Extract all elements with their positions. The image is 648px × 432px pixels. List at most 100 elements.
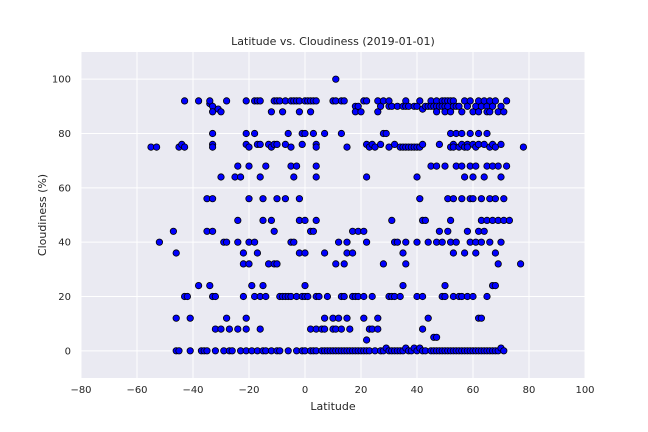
data-point xyxy=(494,162,502,170)
data-point xyxy=(287,143,295,151)
data-point xyxy=(211,292,219,301)
data-point xyxy=(259,281,267,290)
data-point xyxy=(354,102,362,110)
data-point xyxy=(242,129,250,138)
data-point xyxy=(237,173,245,181)
data-point xyxy=(463,227,471,235)
data-point xyxy=(385,143,393,151)
data-point xyxy=(374,314,382,322)
data-point xyxy=(460,173,469,181)
data-point xyxy=(309,227,317,235)
y-tick-label: 20 xyxy=(58,292,71,303)
data-point xyxy=(245,143,253,151)
data-point xyxy=(169,227,177,235)
x-tick-label: 100 xyxy=(575,385,594,396)
data-point xyxy=(186,314,194,322)
data-point xyxy=(418,140,427,148)
data-point xyxy=(223,97,231,105)
data-point xyxy=(290,173,298,181)
data-point xyxy=(301,129,309,138)
data-point xyxy=(217,173,225,181)
data-point xyxy=(472,249,480,257)
data-point xyxy=(209,108,217,116)
data-point xyxy=(483,129,491,138)
data-point xyxy=(432,162,441,170)
data-point xyxy=(245,195,253,203)
data-point xyxy=(301,249,309,257)
data-point xyxy=(262,162,270,170)
x-axis-label: Latitude xyxy=(310,400,356,413)
data-point xyxy=(273,260,281,268)
y-tick-label: 100 xyxy=(52,75,71,86)
data-point xyxy=(256,140,264,148)
data-point xyxy=(494,260,502,268)
data-point xyxy=(343,314,351,322)
data-point xyxy=(469,173,477,181)
data-point xyxy=(217,108,225,116)
data-point xyxy=(497,102,505,110)
data-point xyxy=(502,162,511,170)
data-point xyxy=(418,325,427,333)
data-point xyxy=(262,292,270,301)
data-point xyxy=(337,129,345,138)
data-point xyxy=(432,108,441,116)
data-point xyxy=(500,195,508,203)
data-point xyxy=(390,140,399,148)
data-point xyxy=(486,238,494,246)
data-point xyxy=(181,143,189,151)
data-point xyxy=(357,108,365,116)
data-point xyxy=(276,347,284,355)
data-point xyxy=(441,281,449,290)
data-point xyxy=(418,292,427,301)
data-point xyxy=(312,97,320,105)
data-point xyxy=(360,314,368,322)
data-point xyxy=(376,140,385,148)
x-tick-label: −60 xyxy=(126,385,147,396)
x-tick-label: −80 xyxy=(70,385,91,396)
data-point xyxy=(225,325,233,333)
data-point xyxy=(491,281,499,290)
data-point xyxy=(466,129,474,138)
data-point xyxy=(469,195,477,203)
data-point xyxy=(295,108,303,116)
data-point xyxy=(242,314,250,322)
x-tick-label: −20 xyxy=(238,385,259,396)
data-point xyxy=(360,292,368,301)
data-point xyxy=(256,173,264,181)
data-point xyxy=(340,260,348,268)
data-point xyxy=(360,227,368,235)
data-point xyxy=(441,292,449,301)
data-point xyxy=(346,325,354,333)
data-point xyxy=(502,97,511,105)
data-point xyxy=(371,143,379,151)
x-tick-label: 80 xyxy=(523,385,536,396)
data-point xyxy=(399,249,407,257)
data-point xyxy=(211,347,219,355)
data-point xyxy=(452,238,460,246)
data-point xyxy=(497,238,505,246)
data-point xyxy=(343,238,351,246)
data-point xyxy=(209,195,217,203)
data-point xyxy=(441,162,449,170)
data-point xyxy=(320,314,329,322)
data-point xyxy=(455,102,463,110)
data-point xyxy=(223,314,231,322)
data-point xyxy=(320,325,329,333)
data-point xyxy=(500,347,508,355)
chart-title: Latitude vs. Cloudiness (2019-01-01) xyxy=(231,35,435,48)
data-point xyxy=(295,195,303,203)
data-point xyxy=(278,108,287,116)
data-point xyxy=(234,216,242,224)
data-point xyxy=(460,249,469,257)
data-point xyxy=(251,129,259,138)
data-point xyxy=(256,325,264,333)
data-point xyxy=(312,162,320,170)
data-point xyxy=(234,238,242,246)
data-point xyxy=(315,292,323,301)
x-tick-label: 0 xyxy=(302,385,308,396)
data-point xyxy=(480,173,488,181)
data-point xyxy=(348,249,357,257)
data-point xyxy=(281,140,289,148)
data-point xyxy=(477,195,485,203)
data-point xyxy=(203,347,211,355)
